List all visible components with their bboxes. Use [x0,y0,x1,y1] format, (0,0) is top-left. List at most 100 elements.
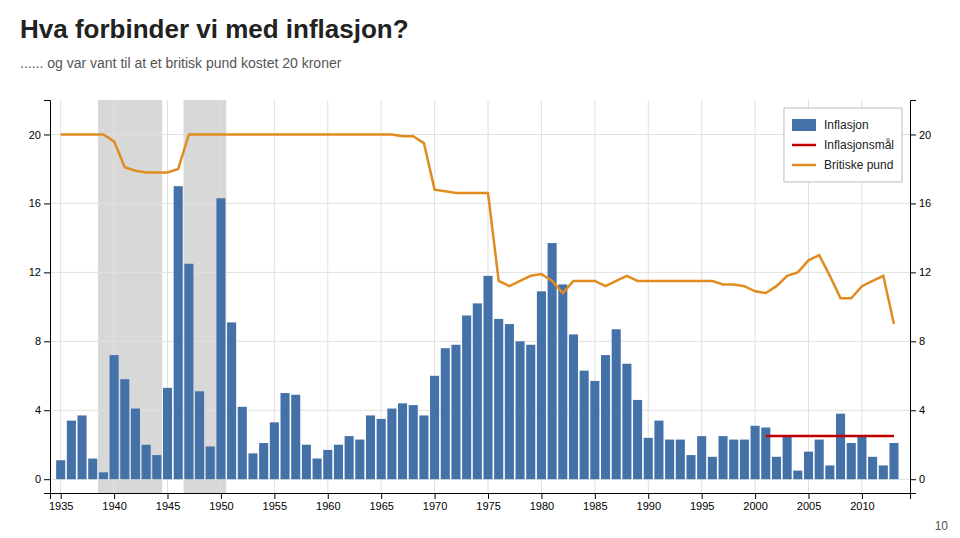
tick-mark [541,493,542,499]
tick: 16 [910,197,931,209]
bar [99,472,108,479]
grid-line-x [701,100,702,493]
bar [644,438,653,479]
tick: 1940 [102,493,126,512]
tick-label: 20 [29,128,41,140]
tick: 1975 [476,493,500,512]
tick-mark [435,493,436,499]
tick-label: 1960 [316,500,340,512]
tick-mark [44,410,50,411]
tick: 1995 [690,493,714,512]
legend-label: Britiske pund [824,158,893,172]
bar [430,376,439,479]
tick-mark [61,493,62,499]
bar [323,450,332,479]
bar [697,436,706,479]
bar [879,465,888,479]
tick-label: 4 [35,404,41,416]
tick-label: 1990 [637,500,661,512]
bar [526,345,535,479]
bar [259,443,268,479]
bar [889,443,898,479]
tick-label: 8 [919,335,925,347]
bar [366,415,375,479]
bar [291,395,300,479]
tick-label: 12 [919,266,931,278]
tick: 1970 [423,493,447,512]
tick-mark [910,410,916,411]
line [766,435,894,438]
bar [56,460,65,479]
legend-item: Inflasjon [792,118,869,132]
bar [686,455,695,479]
bar [163,388,172,479]
tick-label: 1955 [263,500,287,512]
bar [184,264,193,479]
subtitle: ...... og var vant til at et britisk pun… [20,55,342,71]
bar [313,459,322,480]
legend-swatch [792,119,816,131]
bar [494,319,503,479]
tick-label: 12 [29,266,41,278]
tick-label: 1940 [102,500,126,512]
tick-mark [168,493,169,499]
bar [441,348,450,479]
legend-swatch [792,144,816,147]
legend-item: Britiske pund [792,158,893,172]
tick-mark [910,203,916,204]
bar [142,445,151,479]
tick-mark [488,493,489,499]
bar [590,381,599,479]
y2-axis: 048121620 [910,101,931,494]
tick: 4 [35,404,50,416]
bar [120,379,129,479]
bar [665,440,674,480]
tick-label: 0 [35,473,41,485]
plot-area [56,134,898,479]
tick: 2005 [797,493,821,512]
bar [451,345,460,479]
bar [847,443,856,479]
tick: 1965 [369,493,393,512]
tick: 1945 [156,493,180,512]
bar [174,186,183,479]
bar [302,445,311,479]
bar [740,440,749,480]
tick: 1980 [530,493,554,512]
bar [558,284,567,479]
bar [473,303,482,479]
bar [280,393,289,479]
tick: 1950 [209,493,233,512]
bar [868,457,877,479]
legend-label: Inflasjonsmål [824,138,894,152]
legend-frame [784,108,902,182]
tick-label: 8 [35,335,41,347]
y-axis: 0 4 8 12 16 20 [29,101,51,494]
tick: 8 [910,335,925,347]
tick: 2000 [743,493,767,512]
bar [857,436,866,479]
bar [825,465,834,479]
tick-label: 1970 [423,500,447,512]
bar [409,405,418,479]
bar [815,440,824,480]
tick-label: 1980 [530,500,554,512]
tick-label: 1950 [209,500,233,512]
bar [719,436,728,479]
tick-label: 1995 [690,500,714,512]
bar [462,315,471,479]
bar [836,414,845,480]
bar [783,436,792,479]
legend: Inflasjon Inflasjonsmål Britiske pund [784,108,902,182]
bar [612,329,621,479]
tick-mark [381,493,382,499]
bar [483,276,492,479]
tick-mark [910,479,916,480]
tick-mark [910,134,916,135]
tick: 4 [910,404,925,416]
tick-label: 16 [29,197,41,209]
bar [537,291,546,479]
bar [387,409,396,480]
bar [152,455,161,479]
bar [78,415,87,479]
